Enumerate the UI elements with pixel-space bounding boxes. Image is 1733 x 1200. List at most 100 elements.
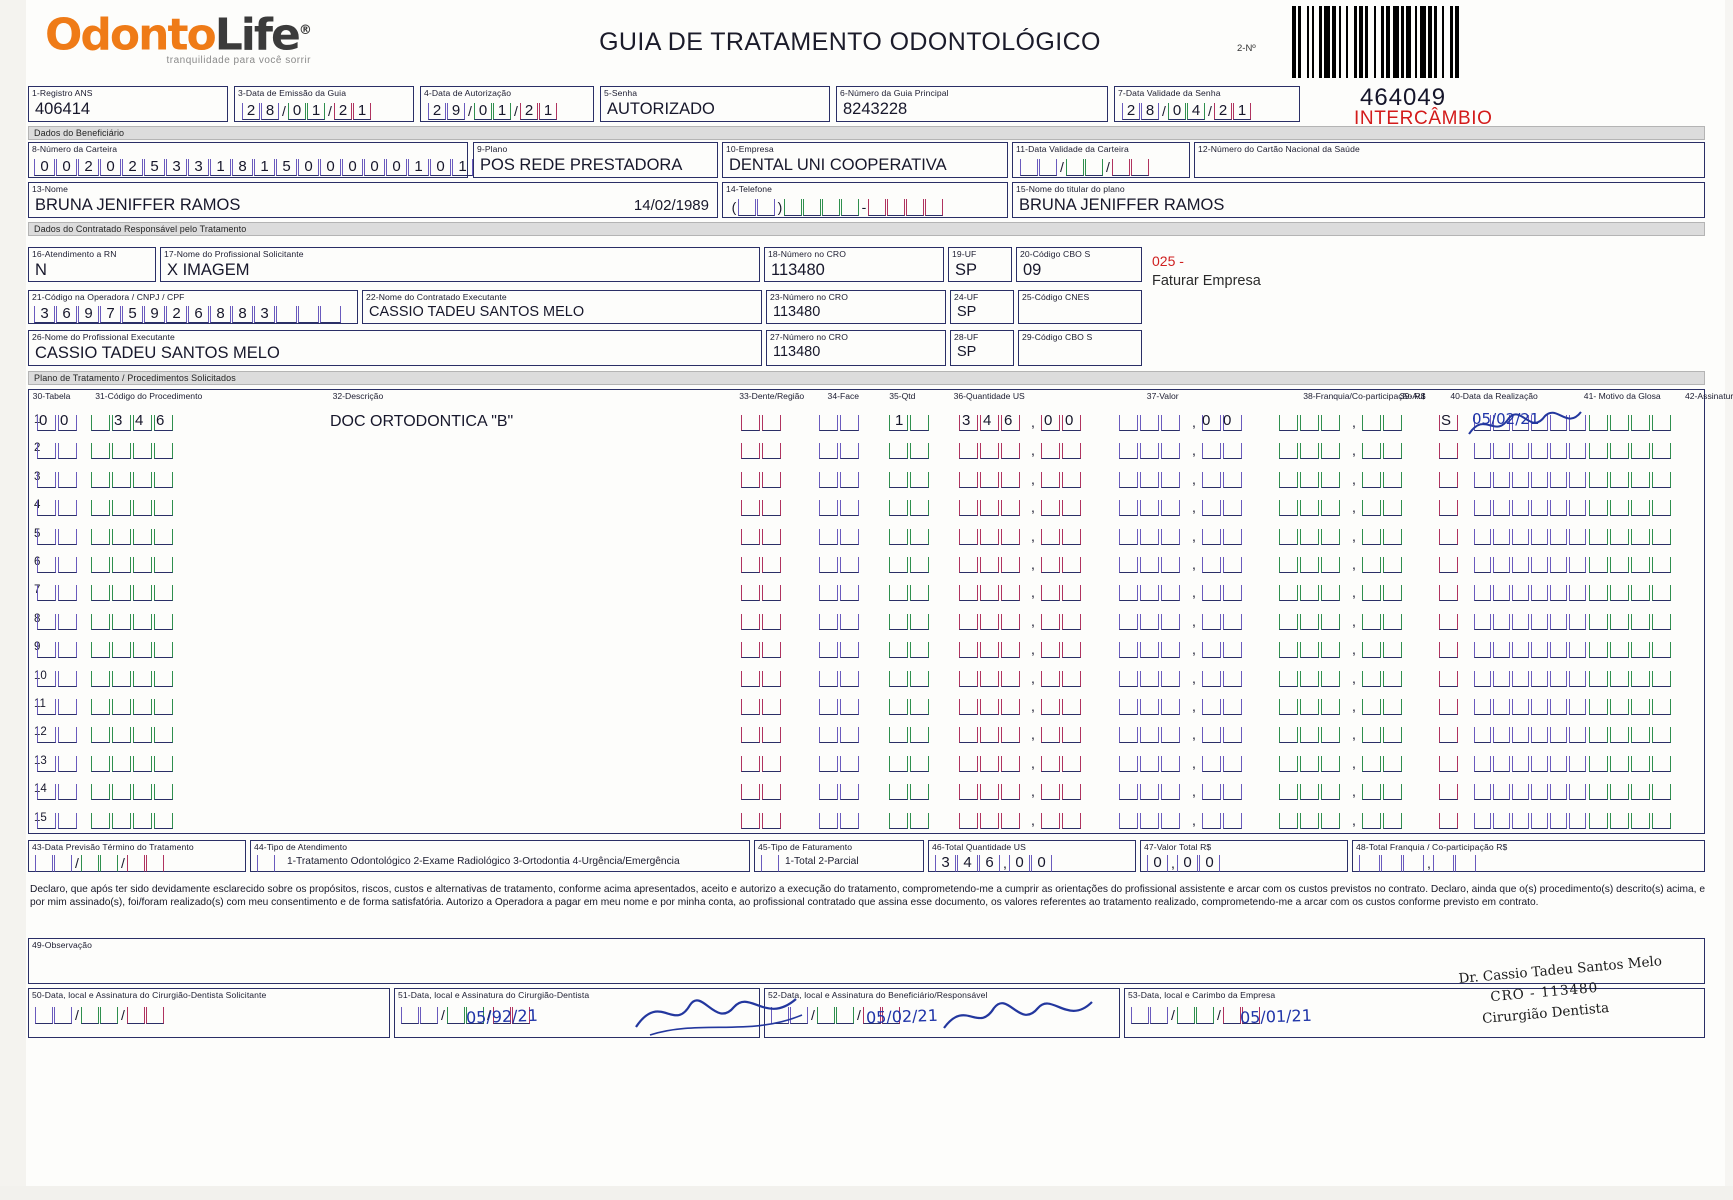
table-digit-cell[interactable] (910, 784, 929, 801)
table-digit-cell[interactable] (1062, 471, 1081, 488)
table-digit-cell[interactable] (1610, 557, 1629, 573)
table-digit-cell[interactable] (741, 613, 760, 630)
table-digit-cell[interactable] (1321, 415, 1340, 431)
table-digit-cell[interactable] (741, 727, 760, 744)
table-digit-cell[interactable] (1383, 443, 1402, 460)
table-digit-cell[interactable] (1161, 528, 1180, 545)
table-row[interactable]: 11,,, (29, 690, 1704, 718)
digit-cell[interactable] (1020, 159, 1038, 176)
table-digit-cell[interactable] (91, 727, 110, 744)
table-digit-cell[interactable] (889, 727, 908, 744)
digit-cell[interactable] (81, 1007, 99, 1024)
table-digit-cell[interactable] (1652, 528, 1671, 545)
table-digit-cell[interactable] (1140, 500, 1159, 517)
table-digit-cell[interactable] (762, 415, 781, 431)
table-digit-cell[interactable] (37, 784, 56, 801)
table-digit-cell[interactable] (1383, 699, 1402, 715)
field-contratado-executante[interactable]: 22-Nome do Contratado Executante CASSIO … (362, 290, 762, 324)
digit-cell[interactable]: 8 (210, 306, 231, 323)
table-digit-cell[interactable] (1001, 642, 1020, 659)
digit-cell[interactable]: 0 (342, 159, 363, 176)
digit-cell[interactable] (1066, 159, 1084, 176)
table-digit-cell[interactable] (1439, 613, 1458, 630)
table-digit-cell[interactable]: , (1192, 726, 1196, 743)
table-digit-cell[interactable] (1631, 415, 1650, 431)
digit-cell[interactable] (1112, 159, 1130, 176)
table-digit-cell[interactable] (133, 784, 152, 801)
digit-cell[interactable]: 8 (1141, 103, 1159, 120)
table-digit-cell[interactable] (741, 670, 760, 687)
table-digit-cell[interactable] (1300, 755, 1319, 772)
field-tipo-atendimento-cells[interactable] (257, 855, 276, 872)
table-digit-cell[interactable] (112, 727, 131, 744)
field-empresa[interactable]: 10-Empresa DENTAL UNI COOPERATIVA (722, 142, 1008, 178)
table-digit-cell[interactable] (1589, 784, 1608, 801)
table-digit-cell[interactable] (1041, 415, 1060, 431)
table-digit-cell[interactable] (1512, 557, 1529, 573)
table-digit-cell[interactable] (1439, 585, 1458, 602)
table-digit-cell[interactable] (1362, 784, 1381, 801)
field-validade-carteira-cells[interactable]: / / (1020, 159, 1150, 176)
table-digit-cell[interactable] (1383, 528, 1402, 545)
table-digit-cell[interactable] (154, 500, 173, 517)
table-digit-cell[interactable] (980, 670, 999, 687)
table-digit-cell[interactable] (1140, 784, 1159, 801)
table-digit-cell[interactable] (1119, 500, 1138, 517)
table-digit-cell[interactable] (154, 642, 173, 659)
digit-cell[interactable]: 9 (144, 306, 165, 323)
table-digit-cell[interactable] (1589, 613, 1608, 630)
table-digit-cell[interactable] (91, 812, 110, 829)
digit-cell[interactable]: 3 (34, 306, 55, 323)
digit-cell[interactable] (822, 199, 840, 216)
table-row[interactable]: 6,,, (29, 548, 1704, 576)
table-digit-cell[interactable] (1223, 443, 1242, 460)
table-digit-cell[interactable] (1610, 727, 1629, 744)
table-digit-cell[interactable] (112, 443, 131, 460)
table-digit-cell[interactable] (1223, 500, 1242, 517)
table-digit-cell[interactable] (1512, 670, 1529, 687)
table-digit-cell[interactable] (1531, 727, 1548, 744)
table-digit-cell[interactable] (1474, 585, 1491, 602)
table-digit-cell[interactable] (91, 585, 110, 602)
table-digit-cell[interactable] (1474, 784, 1491, 801)
digit-cell[interactable]: 0 (288, 103, 306, 120)
table-digit-cell[interactable] (1161, 500, 1180, 517)
table-digit-cell[interactable] (741, 784, 760, 801)
table-digit-cell[interactable] (133, 415, 152, 431)
table-row[interactable]: 2,,, (29, 434, 1704, 462)
digit-cell[interactable]: 0 (430, 159, 451, 176)
table-digit-cell[interactable] (1062, 642, 1081, 659)
table-digit-cell[interactable] (1550, 471, 1567, 488)
table-digit-cell[interactable] (1140, 755, 1159, 772)
table-digit-cell[interactable] (1041, 784, 1060, 801)
table-digit-cell[interactable] (37, 415, 56, 431)
table-digit-cell[interactable] (58, 443, 77, 460)
table-digit-cell[interactable] (1119, 585, 1138, 602)
table-digit-cell[interactable] (1550, 755, 1567, 772)
digit-cell[interactable]: 3 (166, 159, 187, 176)
table-digit-cell[interactable] (1474, 471, 1491, 488)
table-digit-cell[interactable] (1202, 613, 1221, 630)
table-digit-cell[interactable] (1119, 471, 1138, 488)
field-total-franquia[interactable]: 48-Total Franquia / Co-participação R$ , (1352, 840, 1705, 872)
table-digit-cell[interactable] (58, 755, 77, 772)
digit-cell[interactable] (836, 1007, 854, 1024)
digit-cell[interactable] (817, 1007, 835, 1024)
table-digit-cell[interactable] (91, 755, 110, 772)
digit-cell[interactable]: 0 (1168, 103, 1186, 120)
table-digit-cell[interactable]: , (1352, 641, 1356, 658)
table-digit-cell[interactable] (1362, 471, 1381, 488)
table-digit-cell[interactable] (1223, 471, 1242, 488)
table-digit-cell[interactable] (959, 642, 978, 659)
table-digit-cell[interactable] (840, 585, 859, 602)
table-digit-cell[interactable] (1631, 471, 1650, 488)
table-digit-cell[interactable] (58, 557, 77, 573)
digit-cell[interactable] (882, 1007, 900, 1024)
digit-cell[interactable] (790, 1007, 808, 1024)
table-digit-cell[interactable]: , (1031, 783, 1035, 800)
table-digit-cell[interactable] (1589, 727, 1608, 744)
table-digit-cell[interactable] (1119, 528, 1138, 545)
table-digit-cell[interactable] (1321, 642, 1340, 659)
table-digit-cell[interactable] (741, 812, 760, 829)
